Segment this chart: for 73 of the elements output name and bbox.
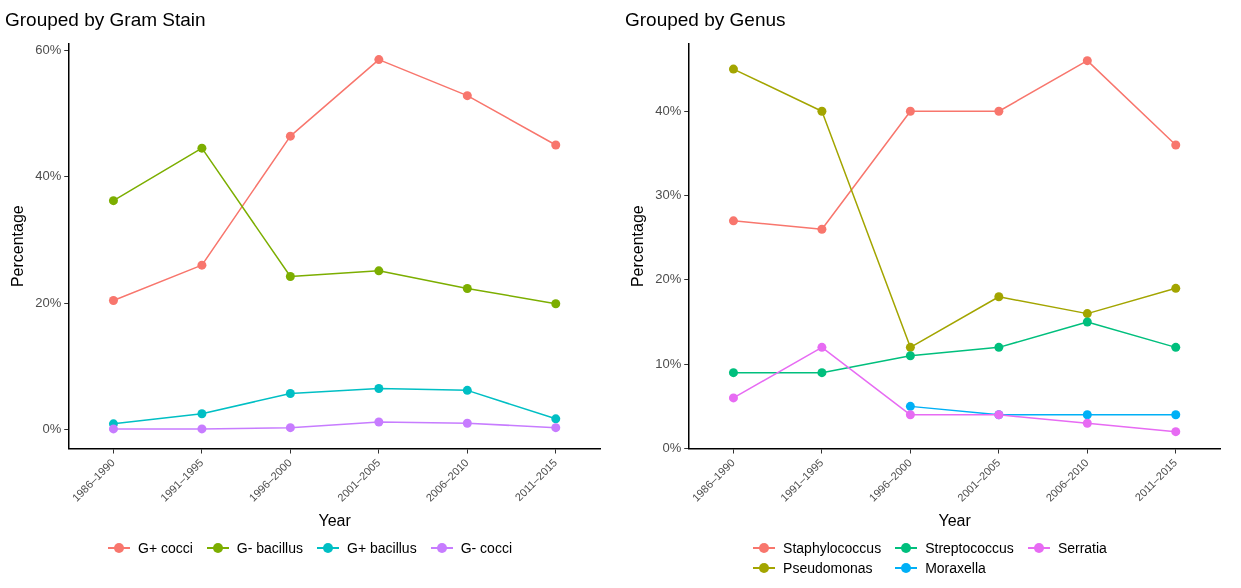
point: [374, 266, 384, 276]
y-tick-label: 0%: [42, 421, 62, 437]
point: [728, 64, 738, 74]
y-tick-label: 30%: [655, 187, 682, 203]
y-tick-label: 20%: [655, 271, 682, 287]
legend-label: G- bacillus: [236, 540, 303, 556]
point: [1171, 283, 1181, 293]
point: [374, 417, 384, 427]
point: [905, 410, 915, 420]
point: [108, 424, 118, 434]
point: [1082, 317, 1092, 327]
point: [1171, 140, 1181, 150]
legend-label: Serratia: [1057, 540, 1107, 556]
point: [551, 140, 561, 150]
point: [551, 414, 561, 424]
point: [1171, 427, 1181, 437]
point: [462, 418, 472, 428]
legend-label: G- cocci: [460, 540, 512, 556]
legend-label: Staphylococcus: [783, 540, 882, 556]
legend-label: Pseudomonas: [783, 560, 873, 576]
y-tick-label: 60%: [35, 41, 62, 57]
point: [728, 216, 738, 226]
y-axis-title: Percentage: [629, 205, 647, 288]
point: [817, 224, 827, 234]
chart-title: Grouped by Genus: [625, 8, 786, 30]
point: [817, 342, 827, 352]
x-axis-title: Year: [938, 511, 972, 529]
point: [374, 383, 384, 393]
point: [285, 423, 295, 433]
legend-label: Moraxella: [925, 560, 986, 576]
point: [551, 299, 561, 309]
point: [817, 368, 827, 378]
y-tick-label: 0%: [662, 440, 682, 456]
legend-label: G+ bacillus: [347, 540, 417, 556]
point: [197, 424, 207, 434]
point: [994, 292, 1004, 302]
point: [551, 423, 561, 433]
point: [994, 342, 1004, 352]
point: [994, 106, 1004, 116]
point: [285, 272, 295, 282]
point: [462, 284, 472, 294]
point: [462, 385, 472, 395]
chart-title: Grouped by Gram Stain: [5, 8, 206, 30]
point: [285, 389, 295, 399]
point: [1082, 418, 1092, 428]
y-tick-label: 40%: [655, 102, 682, 118]
point: [197, 260, 207, 270]
point: [905, 401, 915, 411]
y-tick-label: 10%: [655, 355, 682, 371]
point: [1082, 309, 1092, 319]
point: [817, 106, 827, 116]
y-axis-title: Percentage: [9, 205, 27, 288]
point: [197, 143, 207, 153]
point: [285, 131, 295, 141]
point: [108, 296, 118, 306]
point: [728, 368, 738, 378]
legend-label: Streptococcus: [925, 540, 1014, 556]
point: [1082, 410, 1092, 420]
legend-label: G+ cocci: [138, 540, 193, 556]
point: [728, 393, 738, 403]
x-axis-title: Year: [318, 511, 352, 529]
point: [374, 55, 384, 65]
y-tick-label: 40%: [35, 168, 62, 184]
y-tick-label: 20%: [35, 294, 62, 310]
point: [1171, 410, 1181, 420]
point: [905, 342, 915, 352]
point: [197, 409, 207, 419]
point: [1171, 342, 1181, 352]
point: [905, 106, 915, 116]
point: [905, 351, 915, 361]
point: [462, 91, 472, 101]
point: [1082, 56, 1092, 66]
point: [108, 196, 118, 206]
